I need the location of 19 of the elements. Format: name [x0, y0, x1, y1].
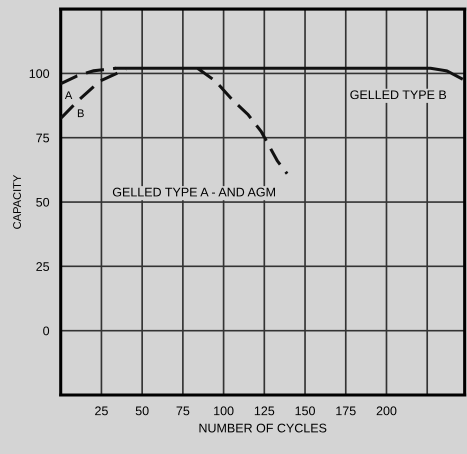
- series-label: GELLED TYPE B: [350, 90, 446, 100]
- x-axis-title: NUMBER OF CYCLES: [199, 424, 326, 432]
- x-tick-label: 150: [296, 406, 315, 416]
- x-tick-label: 25: [95, 406, 108, 416]
- series-label: A: [64, 91, 72, 100]
- y-axis-title: CAPACITY: [13, 174, 21, 229]
- x-tick-label: 175: [336, 406, 356, 416]
- series-label: B: [78, 109, 84, 118]
- y-tick-label: 75: [36, 134, 50, 142]
- y-tick-label: 25: [36, 262, 50, 271]
- y-tick-label: 50: [36, 198, 50, 207]
- series-label: GELLED TYPE A - AND AGM: [112, 188, 275, 197]
- x-tick-label: 200: [376, 406, 396, 416]
- y-tick-label: 100: [30, 69, 50, 78]
- y-tick-label: 0: [43, 326, 50, 336]
- x-tick-label: 50: [136, 406, 149, 416]
- x-tick-label: 125: [254, 406, 274, 416]
- x-tick-label: 100: [214, 406, 234, 416]
- x-tick-label: 75: [176, 406, 190, 416]
